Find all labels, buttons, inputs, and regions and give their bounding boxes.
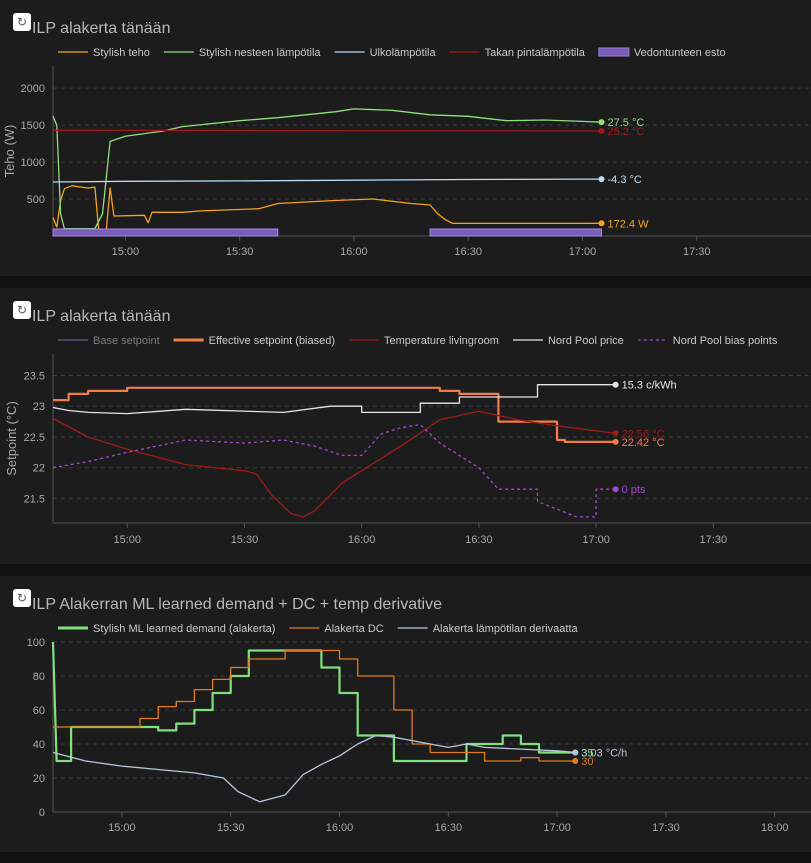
x-tick-label: 16:00	[326, 822, 354, 834]
x-tick-label: 15:00	[112, 246, 140, 258]
band-segment	[52, 228, 279, 237]
chart-card-1: ↻ ILP alakerta tänään 500 1000 1500 2000 15:…	[0, 0, 811, 276]
series-line	[52, 410, 616, 518]
series-end-marker	[612, 381, 619, 388]
x-tick-label: 15:30	[231, 534, 259, 546]
x-tick-label: 17:30	[652, 822, 680, 834]
series-end-label: 27.5 °C	[608, 117, 645, 129]
y-tick-label: 1000	[21, 157, 45, 169]
chart-svg[interactable]: 500 1000 1500 2000 15:00 15:30 16:00 16:30 17:00…	[0, 0, 811, 276]
refresh-icon[interactable]: ↻	[13, 301, 31, 319]
series-line	[53, 386, 616, 443]
x-tick-label: 18:00	[761, 822, 789, 834]
legend-swatch	[598, 47, 630, 57]
series-line	[52, 734, 576, 803]
series-end-label: 30	[581, 756, 593, 768]
x-tick-label: 15:30	[217, 822, 245, 834]
x-tick-label: 16:30	[435, 822, 463, 834]
x-tick-label: 17:30	[683, 246, 711, 258]
series-end-label: 172.4 W	[608, 218, 650, 230]
series-end-marker	[572, 749, 579, 756]
series-end-marker	[572, 758, 579, 764]
x-tick-label: 15:00	[113, 534, 141, 546]
series-line	[51, 641, 576, 763]
legend-label: Nord Pool price	[548, 335, 624, 347]
legend-label: Alakerta lämpötilan derivaatta	[433, 623, 579, 635]
legend-label: Base setpoint	[93, 335, 160, 347]
series-line	[52, 185, 602, 231]
y-tick-label: 100	[27, 637, 45, 649]
y-tick-label: 23	[33, 401, 45, 413]
y-tick-label: 23.5	[24, 371, 45, 383]
x-tick-label: 17:30	[700, 534, 728, 546]
y-tick-label: 40	[33, 739, 45, 751]
y-axis-label: Setpoint (°C)	[4, 401, 19, 476]
series-line	[52, 108, 602, 230]
legend-label: Alakerta DC	[324, 623, 383, 635]
y-tick-label: 22	[33, 463, 45, 475]
x-tick-label: 17:00	[543, 822, 571, 834]
series-end-marker	[612, 430, 619, 437]
band-segment	[429, 228, 603, 237]
x-tick-label: 16:00	[348, 534, 376, 546]
x-tick-label: 16:00	[340, 246, 368, 258]
series-line	[52, 129, 602, 132]
legend-label: Stylish ML learned demand (alakerta)	[93, 623, 275, 635]
series-end-label: 25.2 °C	[608, 126, 645, 138]
x-tick-label: 17:00	[569, 246, 597, 258]
x-tick-label: 15:30	[226, 246, 254, 258]
refresh-icon[interactable]: ↻	[13, 13, 31, 31]
legend-label: Temperature livingroom	[384, 335, 499, 347]
x-tick-label: 16:30	[465, 534, 493, 546]
series-line	[53, 649, 576, 762]
chart-card-2: ↻ ILP alakerta tänään 21.5 22 22.5 23 23.5 15…	[0, 288, 811, 564]
y-tick-label: 500	[27, 194, 45, 206]
series-end-label: 3.03 °C/h	[581, 748, 627, 760]
series-end-marker	[612, 486, 619, 493]
x-tick-label: 15:00	[108, 822, 136, 834]
series-end-marker	[612, 438, 619, 445]
series-end-label: 0 pts	[622, 484, 646, 496]
chart-title: ILP alakerta tänään	[32, 308, 171, 325]
chart-svg[interactable]: 21.5 22 22.5 23 23.5 15:00 15:30 16:00 16:30 17:0…	[0, 288, 811, 564]
legend-label: Stylish teho	[93, 47, 150, 59]
series-end-label: 22.56 °C	[622, 428, 665, 440]
y-axis-label: Teho (W)	[2, 125, 17, 178]
y-tick-label: 1500	[21, 120, 45, 132]
series-end-marker	[598, 119, 605, 126]
x-tick-label: 17:00	[582, 534, 610, 546]
series-end-label: 15.3 c/kWh	[622, 380, 677, 392]
legend-label: Effective setpoint (biased)	[209, 335, 335, 347]
series-end-marker	[598, 128, 605, 135]
series-line	[52, 178, 602, 183]
y-tick-label: 2000	[21, 83, 45, 95]
series-line	[52, 424, 616, 518]
series-end-marker	[598, 176, 605, 183]
y-tick-label: 60	[33, 705, 45, 717]
chart-svg[interactable]: 0 20 40 60 80 100 15:00 15:30 16:00 16:30 17:00 17:…	[0, 576, 811, 852]
legend-label: Nord Pool bias points	[673, 335, 778, 347]
y-tick-label: 20	[33, 773, 45, 785]
legend-label: Vedontunteen esto	[634, 47, 726, 59]
y-tick-label: 22.5	[24, 432, 45, 444]
legend-label: Stylish nesteen lämpötila	[199, 47, 322, 59]
y-tick-label: 21.5	[24, 493, 45, 505]
legend-label: Ulkolämpötila	[370, 47, 437, 59]
x-tick-label: 16:30	[454, 246, 482, 258]
y-tick-label: 80	[33, 671, 45, 683]
series-end-label: -4.3 °C	[608, 174, 642, 186]
refresh-icon[interactable]: ↻	[13, 589, 31, 607]
chart-card-3: ↻ ILP Alakerran ML learned demand + DC +…	[0, 576, 811, 852]
chart-title: ILP Alakerran ML learned demand + DC + t…	[32, 596, 442, 613]
series-end-marker	[598, 220, 605, 227]
series-line	[52, 384, 616, 415]
chart-title: ILP alakerta tänään	[32, 20, 171, 37]
legend-label: Takan pintalämpötila	[485, 47, 586, 59]
y-tick-label: 0	[39, 807, 45, 819]
series-end-label: 35	[581, 748, 593, 760]
series-end-label: 22.42 °C	[622, 437, 665, 449]
